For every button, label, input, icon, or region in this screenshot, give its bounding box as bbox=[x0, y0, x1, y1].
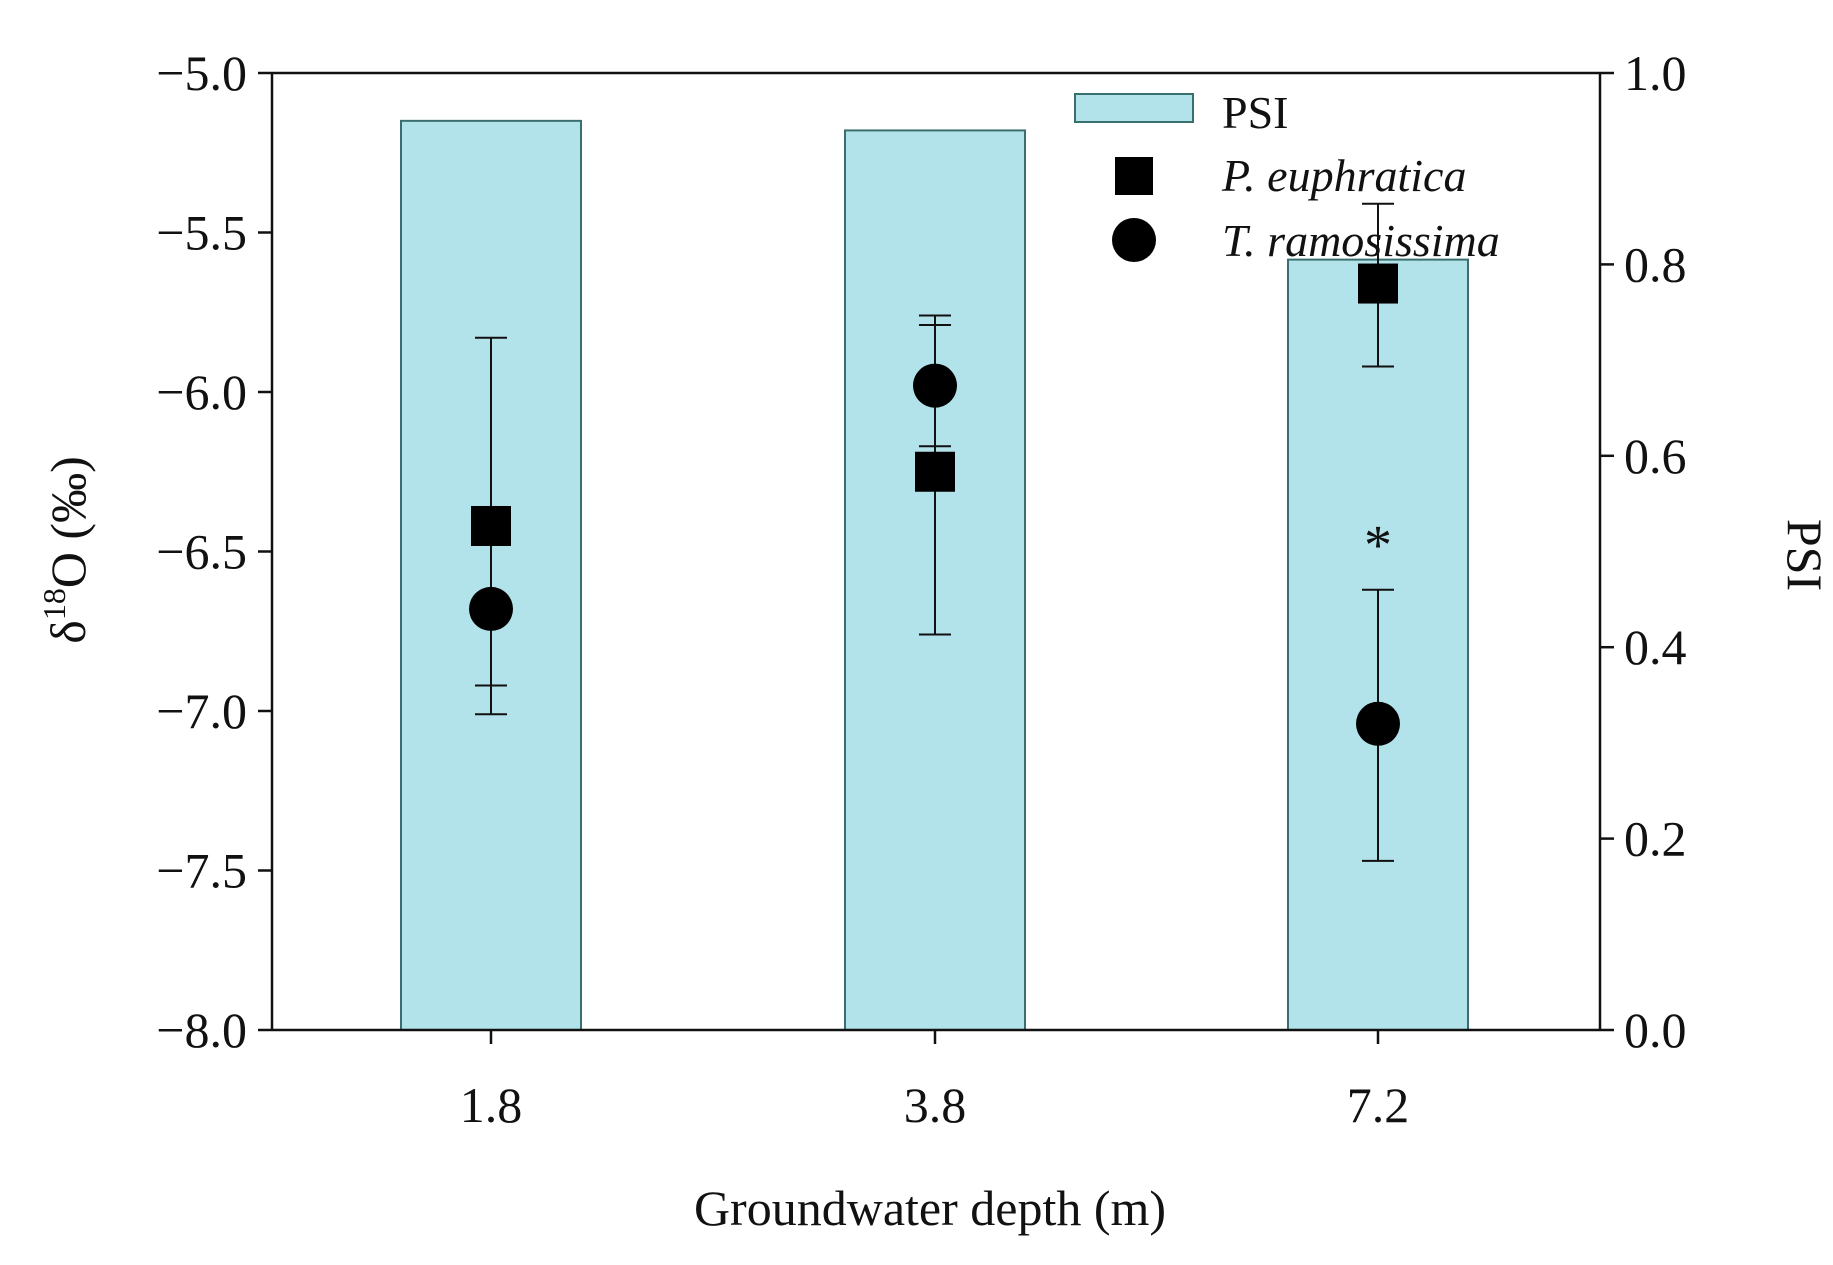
marker-p-euphratica-7.2 bbox=[1358, 263, 1398, 304]
y-axis-title-left-sup: 18 bbox=[36, 588, 72, 620]
legend-swatch-p-euphratica bbox=[1115, 157, 1153, 195]
y-left-tick-label: −6.5 bbox=[156, 524, 247, 580]
y-right-tick-label: 1.0 bbox=[1624, 45, 1687, 101]
y-right-tick-label: 0.2 bbox=[1624, 811, 1687, 867]
legend-label-p-euphratica: P. euphratica bbox=[1221, 150, 1466, 201]
y-axis-title-right: PSI bbox=[1777, 519, 1833, 591]
y-left-tick-label: −8.0 bbox=[156, 1002, 247, 1058]
y-left-tick-label: −5.0 bbox=[156, 45, 247, 101]
x-axis-title: Groundwater depth (m) bbox=[694, 1180, 1166, 1236]
marker-t-ramosissima-3.8 bbox=[913, 363, 957, 408]
ticks: −8.0 −7.5 −7.0 −6.5 −6.0 −5.5 −5.0 0.0 0.2 0.4 0.6… bbox=[156, 45, 1686, 1133]
y-left-tick-label: −6.0 bbox=[156, 364, 247, 420]
legend-swatch-t-ramosissima bbox=[1112, 218, 1156, 262]
data-markers bbox=[469, 263, 1400, 746]
y-axis-title-left-prefix: δ bbox=[40, 620, 96, 644]
annotations: * bbox=[1364, 515, 1392, 577]
legend: PSI P. euphratica T. ramosissima bbox=[1074, 87, 1500, 266]
y-left-tick-label: −7.0 bbox=[156, 683, 247, 739]
x-tick-label: 3.8 bbox=[904, 1077, 967, 1133]
y-right-tick-label: 0.6 bbox=[1624, 428, 1687, 484]
legend-label-t-ramosissima: T. ramosissima bbox=[1222, 215, 1500, 266]
marker-t-ramosissima-1.8 bbox=[469, 586, 513, 631]
marker-p-euphratica-3.8 bbox=[915, 451, 955, 492]
legend-swatch-psi bbox=[1074, 93, 1194, 123]
y-right-tick-label: 0.0 bbox=[1624, 1002, 1687, 1058]
y-left-tick-label: −7.5 bbox=[156, 843, 247, 899]
y-axis-title-left: δ18O (‰) bbox=[36, 456, 96, 643]
y-axis-title-left-suffix: O (‰) bbox=[40, 456, 96, 588]
marker-p-euphratica-1.8 bbox=[471, 505, 511, 546]
y-left-tick-label: −5.5 bbox=[156, 205, 247, 261]
legend-label-psi: PSI bbox=[1222, 87, 1288, 138]
marker-t-ramosissima-7.2 bbox=[1356, 701, 1400, 746]
x-tick-label: 1.8 bbox=[460, 1077, 523, 1133]
y-right-tick-label: 0.4 bbox=[1624, 619, 1687, 675]
significance-asterisk: * bbox=[1364, 515, 1392, 577]
y-right-tick-label: 0.8 bbox=[1624, 236, 1687, 292]
x-tick-label: 7.2 bbox=[1347, 1077, 1410, 1133]
